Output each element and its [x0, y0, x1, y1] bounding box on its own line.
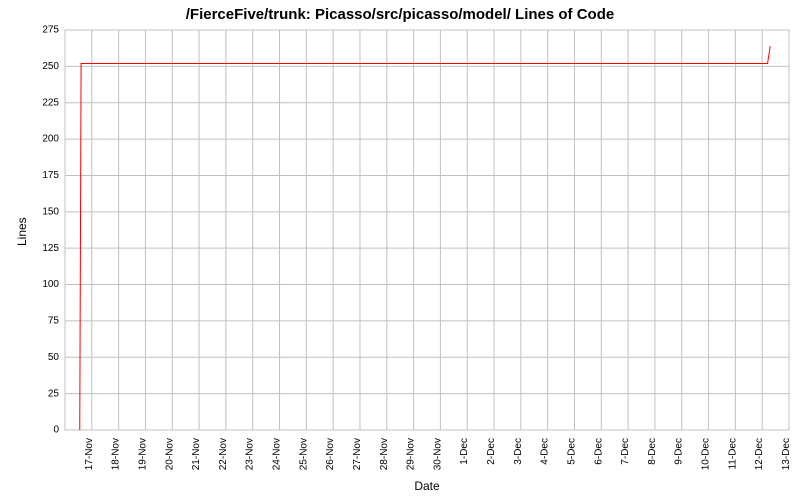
- svg-text:12-Dec: 12-Dec: [754, 438, 765, 470]
- svg-text:27-Nov: 27-Nov: [352, 438, 363, 470]
- svg-text:3-Dec: 3-Dec: [513, 438, 524, 465]
- svg-text:25-Nov: 25-Nov: [298, 438, 309, 470]
- svg-text:30-Nov: 30-Nov: [432, 438, 443, 470]
- svg-text:250: 250: [42, 61, 59, 72]
- svg-text:4-Dec: 4-Dec: [540, 438, 551, 465]
- svg-text:19-Nov: 19-Nov: [137, 438, 148, 470]
- svg-text:6-Dec: 6-Dec: [593, 438, 604, 465]
- svg-text:18-Nov: 18-Nov: [111, 438, 122, 470]
- svg-text:75: 75: [48, 316, 60, 327]
- svg-text:28-Nov: 28-Nov: [379, 438, 390, 470]
- svg-text:1-Dec: 1-Dec: [459, 438, 470, 465]
- svg-text:25: 25: [48, 388, 60, 399]
- svg-text:22-Nov: 22-Nov: [218, 438, 229, 470]
- svg-text:11-Dec: 11-Dec: [727, 438, 738, 470]
- svg-text:23-Nov: 23-Nov: [245, 438, 256, 470]
- svg-text:200: 200: [42, 134, 59, 145]
- svg-text:20-Nov: 20-Nov: [164, 438, 175, 470]
- svg-text:29-Nov: 29-Nov: [406, 438, 417, 470]
- svg-text:7-Dec: 7-Dec: [620, 438, 631, 465]
- svg-text:50: 50: [48, 352, 60, 363]
- svg-text:125: 125: [42, 243, 59, 254]
- svg-text:24-Nov: 24-Nov: [272, 438, 283, 470]
- svg-text:5-Dec: 5-Dec: [566, 438, 577, 465]
- svg-text:13-Dec: 13-Dec: [781, 438, 792, 470]
- svg-text:10-Dec: 10-Dec: [701, 438, 712, 470]
- svg-text:17-Nov: 17-Nov: [84, 438, 95, 470]
- svg-text:2-Dec: 2-Dec: [486, 438, 497, 465]
- svg-text:100: 100: [42, 279, 59, 290]
- loc-line-chart: /FierceFive/trunk: Picasso/src/picasso/m…: [0, 0, 800, 500]
- svg-text:8-Dec: 8-Dec: [647, 438, 658, 465]
- svg-text:9-Dec: 9-Dec: [674, 438, 685, 465]
- chart-svg: 0 25 50 75 100 125 150 175 200 225 250 275 17-Nov 18-…: [0, 0, 800, 500]
- svg-text:0: 0: [53, 425, 59, 436]
- svg-text:175: 175: [42, 170, 59, 181]
- svg-text:26-Nov: 26-Nov: [325, 438, 336, 470]
- svg-text:225: 225: [42, 97, 59, 108]
- svg-text:21-Nov: 21-Nov: [191, 438, 202, 470]
- svg-text:275: 275: [42, 25, 59, 36]
- svg-text:150: 150: [42, 206, 59, 217]
